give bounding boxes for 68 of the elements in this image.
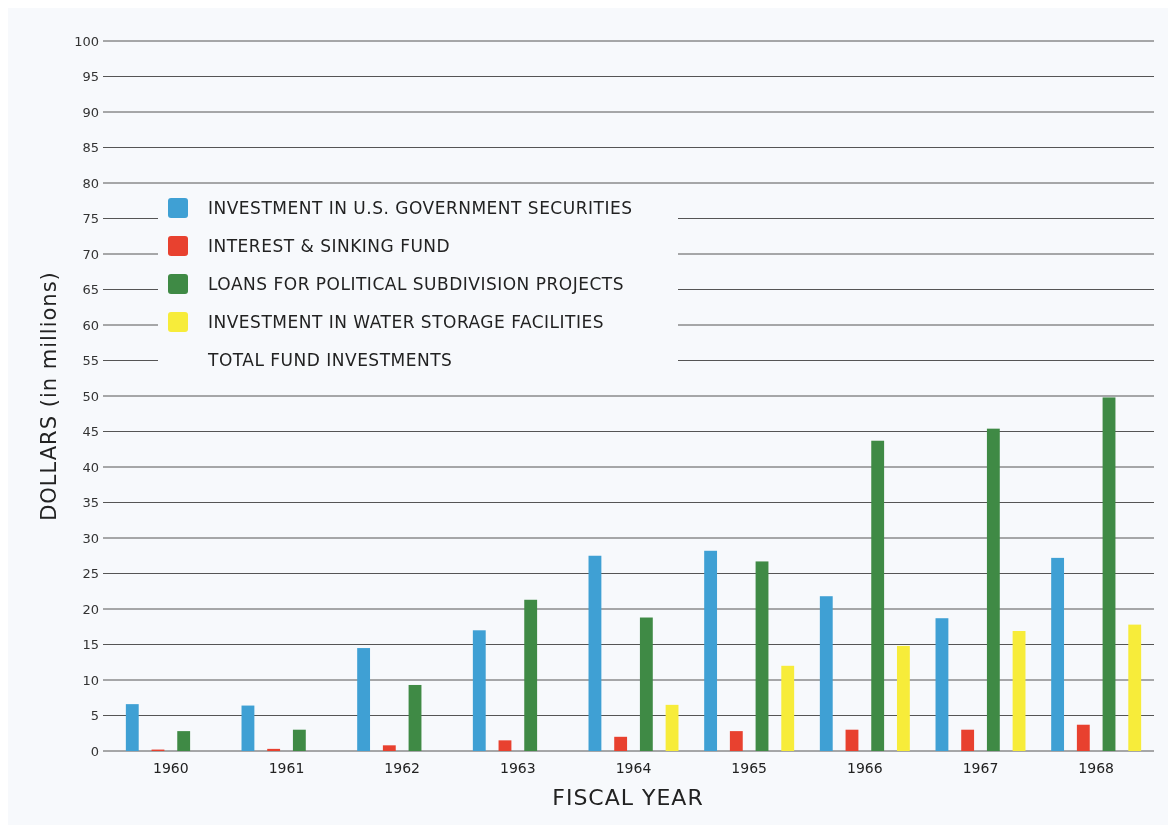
y-tick-label: 10 bbox=[82, 672, 99, 688]
bar bbox=[524, 599, 538, 751]
bar bbox=[986, 428, 1000, 751]
bar bbox=[871, 440, 885, 751]
y-tick-label: 85 bbox=[82, 140, 99, 156]
y-tick-label: 80 bbox=[82, 175, 99, 191]
legend-label: INVESTMENT IN U.S. GOVERNMENT SECURITIES bbox=[208, 197, 633, 218]
bar bbox=[729, 731, 743, 751]
y-tick-label: 75 bbox=[82, 211, 99, 227]
bar bbox=[639, 617, 653, 751]
y-tick-label: 0 bbox=[90, 743, 99, 759]
bar bbox=[241, 705, 255, 751]
bar bbox=[819, 596, 833, 751]
bar bbox=[704, 550, 718, 751]
bar bbox=[961, 729, 975, 751]
y-tick-label: 95 bbox=[82, 69, 99, 85]
bar bbox=[845, 729, 859, 751]
y-tick-label: 100 bbox=[74, 33, 99, 49]
x-tick-label: 1960 bbox=[153, 760, 189, 776]
bar bbox=[588, 555, 602, 751]
bar bbox=[498, 740, 512, 751]
x-tick-label: 1961 bbox=[268, 760, 305, 776]
x-axis-title: FISCAL YEAR bbox=[552, 785, 704, 810]
y-tick-label: 70 bbox=[82, 246, 99, 262]
y-tick-label: 25 bbox=[82, 566, 99, 582]
y-tick-label: 90 bbox=[82, 104, 99, 120]
bar bbox=[357, 648, 371, 751]
x-tick-label: 1967 bbox=[962, 760, 999, 776]
y-axis-title: DOLLARS (in millions) bbox=[37, 271, 61, 521]
x-tick-label: 1965 bbox=[731, 760, 767, 776]
bar bbox=[665, 704, 679, 751]
y-tick-label: 40 bbox=[82, 459, 99, 475]
x-tick-label: 1966 bbox=[847, 760, 883, 776]
bar bbox=[755, 561, 769, 751]
y-tick-label: 60 bbox=[82, 317, 99, 333]
y-tick-label: 50 bbox=[82, 388, 99, 404]
x-tick-label: 1968 bbox=[1078, 760, 1114, 776]
bar bbox=[472, 630, 486, 751]
y-tick-label: 5 bbox=[90, 708, 99, 724]
y-tick-label: 20 bbox=[82, 601, 99, 617]
y-tick-label: 30 bbox=[82, 530, 99, 546]
x-tick-label: 1962 bbox=[384, 760, 420, 776]
bar bbox=[1102, 397, 1116, 751]
x-tick-label: 1963 bbox=[500, 760, 536, 776]
y-tick-label: 65 bbox=[82, 282, 99, 298]
bar bbox=[267, 748, 281, 751]
annotation: TOTAL FUND INVESTMENTS bbox=[207, 349, 453, 370]
y-tick-label: 55 bbox=[82, 353, 99, 369]
bar bbox=[1128, 624, 1142, 751]
bar bbox=[292, 729, 306, 751]
bar bbox=[781, 665, 795, 751]
legend-label: INTEREST & SINKING FUND bbox=[208, 235, 451, 256]
bar bbox=[1076, 724, 1090, 751]
bar bbox=[408, 684, 422, 751]
bar bbox=[896, 645, 910, 751]
legend-label: INVESTMENT IN WATER STORAGE FACILITIES bbox=[208, 311, 605, 332]
y-tick-label: 45 bbox=[82, 424, 99, 440]
y-tick-label: 15 bbox=[82, 637, 99, 653]
bar bbox=[177, 731, 191, 751]
x-tick-label: 1964 bbox=[615, 760, 652, 776]
bar bbox=[1051, 557, 1065, 751]
bar bbox=[1012, 631, 1026, 751]
bar bbox=[382, 745, 396, 751]
legend-label: LOANS FOR POLITICAL SUBDIVISION PROJECTS bbox=[208, 273, 624, 294]
bar bbox=[614, 736, 628, 751]
bar bbox=[125, 704, 139, 751]
bar bbox=[935, 618, 949, 751]
y-tick-label: 35 bbox=[82, 495, 99, 511]
